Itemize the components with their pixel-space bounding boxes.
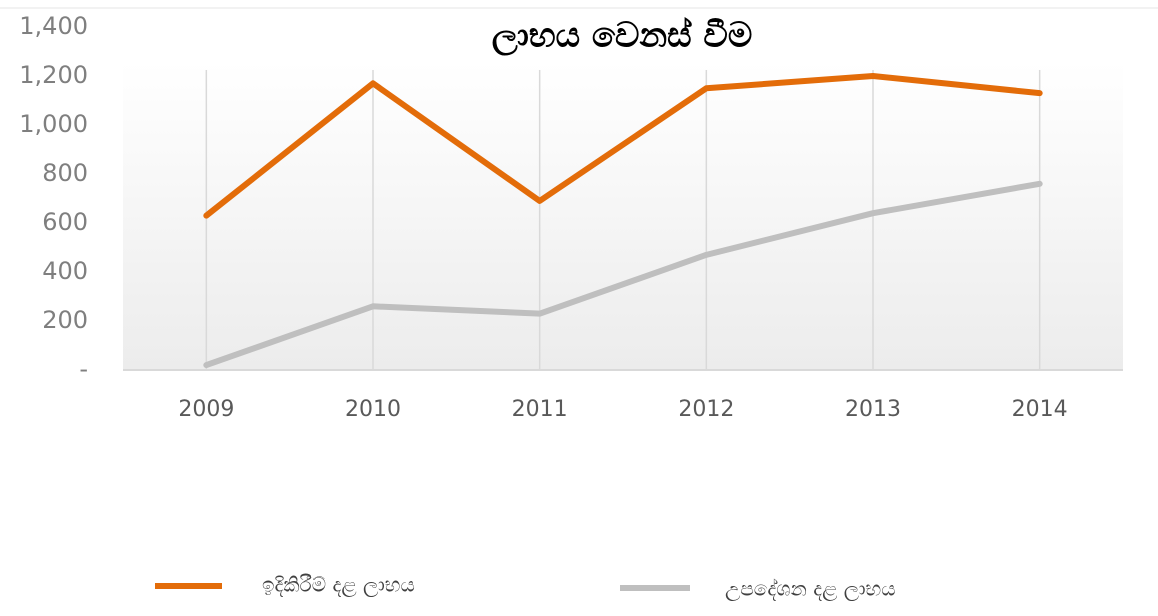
x-tick-label: 2012 xyxy=(678,397,734,422)
plot-background xyxy=(123,62,1123,370)
x-tick-label: 2011 xyxy=(512,397,568,422)
y-tick-label: - xyxy=(79,355,88,383)
x-tick-label: 2013 xyxy=(845,397,901,422)
x-tick-label: 2014 xyxy=(1012,397,1068,422)
x-tick-label: 2009 xyxy=(178,397,234,422)
x-tick-label: 2010 xyxy=(345,397,401,422)
y-tick-label: 400 xyxy=(42,257,88,285)
chart-title: ලාභය වෙනස් වීම xyxy=(492,15,753,56)
legend-label: ඉදිකිරීම් දළ ලාභය xyxy=(262,573,415,598)
y-tick-label: 1,200 xyxy=(19,61,88,89)
y-tick-label: 600 xyxy=(42,208,88,236)
y-tick-label: 800 xyxy=(42,159,88,187)
y-tick-label: 1,000 xyxy=(19,110,88,138)
y-tick-label: 1,400 xyxy=(19,12,88,40)
line-series xyxy=(203,180,1043,369)
legend-label: උපදේශන දළ ලාභය xyxy=(725,577,896,602)
y-tick-label: 200 xyxy=(42,306,88,334)
line-series xyxy=(203,73,1043,219)
